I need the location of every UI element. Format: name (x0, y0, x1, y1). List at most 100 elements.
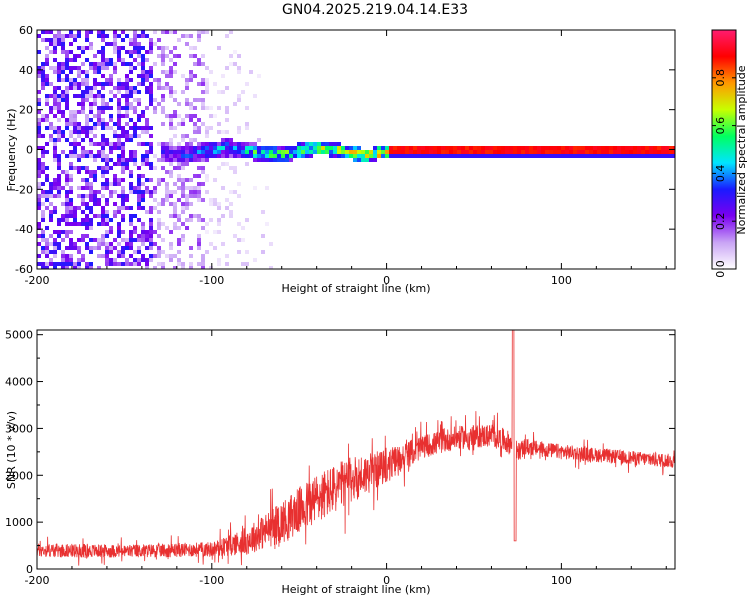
spectrogram-cell (101, 102, 105, 106)
spectrogram-cell (205, 150, 209, 154)
y-tick-label: 1000 (5, 516, 33, 529)
spectrogram-cell (105, 202, 109, 206)
spectrogram-cell (53, 86, 57, 90)
spectrogram-cell (137, 134, 141, 138)
spectrogram-cell (77, 170, 81, 174)
spectrogram-cell (285, 158, 289, 162)
spectrogram-cell (197, 262, 201, 266)
spectrogram-cell (81, 50, 85, 54)
spectrogram-cell (61, 50, 65, 54)
spectrogram-cell (57, 110, 61, 114)
spectrogram-cell (165, 190, 169, 194)
spectrogram-cell (65, 198, 69, 202)
spectrogram-cell (201, 54, 205, 58)
spectrogram-cell (53, 98, 57, 102)
spectrogram-cell (149, 74, 153, 78)
spectrogram-cell (137, 54, 141, 58)
spectrogram-cell (65, 234, 69, 238)
spectrogram-cell (145, 50, 149, 54)
spectrogram-cell (313, 146, 317, 150)
spectrogram-cell (101, 74, 105, 78)
spectrogram-cell (81, 138, 85, 142)
spectrogram-cell (185, 146, 189, 150)
spectrogram-cell (153, 30, 157, 34)
spectrogram-cell (65, 214, 69, 218)
spectrogram-cell (149, 166, 153, 170)
spectrogram-cell (441, 150, 445, 154)
spectrogram-cell (145, 106, 149, 110)
spectrogram-cell (177, 186, 181, 190)
spectrogram-cell (157, 54, 161, 58)
spectrogram-cell (113, 86, 117, 90)
spectrogram-cell (125, 86, 129, 90)
spectrogram-cell (137, 202, 141, 206)
spectrogram-cell (65, 90, 69, 94)
spectrogram-cell (637, 150, 641, 154)
spectrogram-cell (401, 154, 405, 158)
spectrogram-cell (81, 62, 85, 66)
spectrogram-cell (105, 198, 109, 202)
spectrogram-cell (57, 70, 61, 74)
spectrogram-cell (141, 110, 145, 114)
spectrogram-cell (117, 158, 121, 162)
spectrogram-cell (117, 34, 121, 38)
spectrogram-cell (317, 146, 321, 150)
spectrogram-cell (133, 134, 137, 138)
spectrogram-cell (37, 74, 41, 78)
spectrogram-cell (117, 118, 121, 122)
spectrogram-cell (89, 154, 93, 158)
spectrogram-cell (145, 150, 149, 154)
spectrogram-cell (85, 122, 89, 126)
spectrogram-cell (65, 246, 69, 250)
spectrogram-cell (573, 146, 577, 150)
spectrogram-cell (169, 126, 173, 130)
spectrogram-cell (57, 42, 61, 46)
spectrogram-cell (65, 66, 69, 70)
spectrogram-cell (173, 166, 177, 170)
spectrogram-cell (201, 122, 205, 126)
spectrogram-cell (189, 262, 193, 266)
spectrogram-cell (441, 154, 445, 158)
spectrogram-cell (153, 242, 157, 246)
spectrogram-cell (357, 158, 361, 162)
spectrogram-cell (201, 30, 205, 34)
spectrogram-cell (73, 94, 77, 98)
spectrogram-cell (53, 158, 57, 162)
spectrogram-cell (77, 94, 81, 98)
spectrogram-cell (109, 182, 113, 186)
spectrogram-cell (45, 178, 49, 182)
spectrogram-cell (201, 198, 205, 202)
spectrogram-cell (169, 70, 173, 74)
spectrogram-cell (57, 230, 61, 234)
spectrogram-cell (101, 170, 105, 174)
spectrogram-cell (53, 66, 57, 70)
spectrogram-cell (241, 90, 245, 94)
spectrogram-cell (145, 162, 149, 166)
spectrogram-cell (241, 146, 245, 150)
spectrogram-cell (129, 62, 133, 66)
spectrogram-cell (461, 154, 465, 158)
spectrogram-cell (73, 66, 77, 70)
spectrogram-cell (73, 146, 77, 150)
spectrogram-cell (437, 154, 441, 158)
spectrogram-cell (185, 198, 189, 202)
spectrogram-cell (49, 218, 53, 222)
spectrogram-cell (65, 34, 69, 38)
spectrogram-cell (237, 146, 241, 150)
spectrogram-cell (37, 162, 41, 166)
spectrogram-cell (81, 198, 85, 202)
spectrogram-cell (45, 94, 49, 98)
spectrogram-cell (145, 262, 149, 266)
spectrogram-cell (37, 122, 41, 126)
spectrogram-cell (177, 238, 181, 242)
spectrogram-cell (57, 262, 61, 266)
spectrogram-cell (81, 222, 85, 226)
spectrogram-cell (41, 166, 45, 170)
spectrogram-cell (205, 190, 209, 194)
spectrogram-cell (613, 150, 617, 154)
spectrogram-cell (85, 182, 89, 186)
spectrogram-cell (177, 178, 181, 182)
spectrogram-cell (53, 242, 57, 246)
spectrogram-cell (425, 154, 429, 158)
spectrogram-cell (625, 150, 629, 154)
